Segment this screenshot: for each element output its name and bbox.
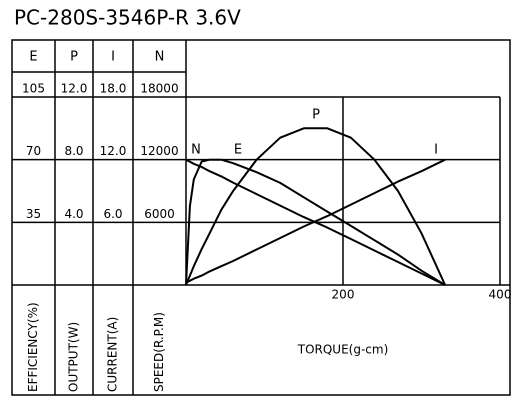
y-tick-label: 12000 <box>140 144 178 158</box>
series-line <box>185 158 446 286</box>
axis-header: I <box>111 50 115 65</box>
axis-label: EFFICIENCY(%) <box>26 302 40 392</box>
x-axis-label: TORQUE(g-cm) <box>297 343 389 357</box>
chart-title: PC-280S-3546P-R 3.6V <box>14 6 241 30</box>
y-tick-label: 18.0 <box>100 82 127 96</box>
y-tick-label: 6.0 <box>103 207 122 221</box>
y-tick-label: 8.0 <box>64 144 83 158</box>
y-tick-label: 12.0 <box>100 144 127 158</box>
series-line <box>185 158 446 284</box>
y-tick-label: 4.0 <box>64 207 83 221</box>
series-label: E <box>234 143 242 158</box>
series-label: P <box>312 108 320 123</box>
series-line <box>185 158 446 286</box>
series-label: I <box>434 143 438 158</box>
axis-header: N <box>155 50 165 65</box>
y-tick-label: 6000 <box>144 207 175 221</box>
axis-header: P <box>70 50 78 65</box>
x-tick-label: 400 <box>489 288 512 302</box>
axis-label: CURRENT(A) <box>106 317 120 392</box>
axis-label: SPEED(R.P.M) <box>152 312 166 392</box>
y-tick-label: 18000 <box>140 82 178 96</box>
axis-header: E <box>29 50 37 65</box>
axis-label: OUTPUT(W) <box>67 322 81 392</box>
y-tick-label: 105 <box>22 82 45 96</box>
series-line <box>185 127 447 286</box>
y-tick-label: 35 <box>26 207 41 221</box>
y-tick-label: 12.0 <box>61 82 88 96</box>
y-tick-label: 70 <box>26 144 41 158</box>
series-label: N <box>191 143 201 158</box>
frame <box>11 39 511 396</box>
x-tick-label: 200 <box>332 288 355 302</box>
